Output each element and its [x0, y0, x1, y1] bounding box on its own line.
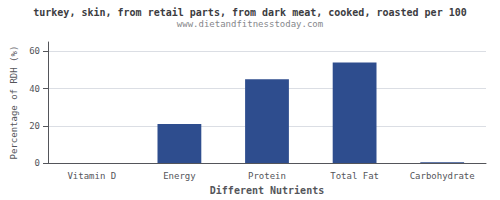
svg-text:Total Fat: Total Fat: [330, 171, 379, 181]
svg-text:Protein: Protein: [248, 171, 286, 181]
svg-text:turkey, skin, from retail part: turkey, skin, from retail parts, from da…: [33, 7, 466, 18]
svg-text:Different Nutrients: Different Nutrients: [210, 185, 324, 196]
svg-text:40: 40: [29, 84, 40, 94]
svg-text:0: 0: [35, 158, 40, 168]
svg-text:20: 20: [29, 121, 40, 131]
svg-text:Energy: Energy: [163, 171, 196, 181]
svg-text:www.dietandfitnesstoday.com: www.dietandfitnesstoday.com: [177, 19, 323, 29]
svg-text:60: 60: [29, 46, 40, 56]
svg-text:Percentage of RDH (%): Percentage of RDH (%): [9, 46, 19, 160]
svg-text:Vitamin D: Vitamin D: [67, 171, 116, 181]
svg-text:Carbohydrate: Carbohydrate: [410, 171, 475, 181]
